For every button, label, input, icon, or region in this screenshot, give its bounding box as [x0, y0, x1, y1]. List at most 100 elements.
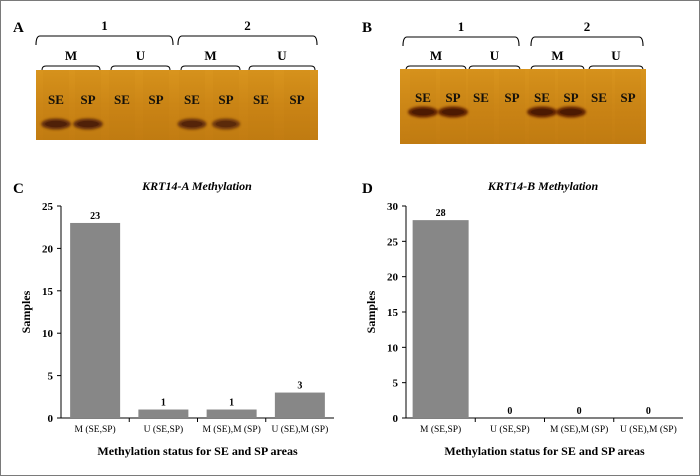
x-category-label: U (SE,SP)	[144, 424, 184, 435]
group-label: 1	[101, 18, 108, 33]
gel-band-core	[45, 120, 67, 128]
x-category-label: U (SE,SP)	[490, 424, 530, 435]
group-bracket	[177, 35, 318, 46]
x-category-label: M (SE,SP)	[75, 424, 116, 435]
chart-title: KRT14-A Methylation	[141, 179, 252, 193]
condition-label: M	[551, 48, 563, 63]
y-tick-label: 25	[42, 201, 54, 213]
lane-label: SP	[80, 92, 95, 107]
bar-value-label: 3	[297, 381, 302, 392]
group-label: 2	[244, 18, 251, 33]
group-bracket	[35, 35, 174, 46]
chart-krt14-b: KRT14-B Methylation 0 5 10 15 20 25 30 Samples 28…	[364, 179, 683, 458]
group-label: 2	[584, 19, 591, 34]
lane-label: SE	[114, 92, 130, 107]
x-category-label: U (SE),M (SP)	[272, 424, 329, 435]
condition-label: U	[277, 48, 287, 63]
lane-label: SE	[48, 92, 64, 107]
y-axis-title: Samples	[364, 290, 378, 333]
condition-label: M	[430, 48, 442, 63]
lane-label: SE	[591, 90, 607, 105]
x-category-label: M (SE,SP)	[420, 424, 461, 435]
lane-label: SP	[504, 90, 519, 105]
gel-band-core	[442, 108, 464, 116]
panel-letter-c: C	[13, 181, 24, 197]
gel-lane	[499, 69, 525, 144]
y-tick-label: 20	[42, 243, 54, 255]
bar	[412, 220, 469, 418]
group-bracket	[530, 36, 644, 47]
gel-band	[211, 118, 241, 130]
y-tick-label: 30	[387, 201, 399, 213]
gel-image	[400, 69, 646, 144]
group-bracket	[402, 36, 520, 47]
x-category-label: M (SE),M (SP)	[550, 424, 608, 435]
lane-label: SP	[445, 90, 460, 105]
y-tick-label: 5	[48, 371, 54, 383]
gel-band	[177, 118, 207, 130]
bar	[138, 409, 189, 418]
gel-band-core	[560, 108, 582, 116]
condition-bracket	[110, 65, 171, 71]
y-tick-label: 0	[393, 413, 399, 425]
y-tick-label: 20	[387, 272, 399, 284]
y-axis-title: Samples	[19, 290, 33, 333]
condition-bracket	[248, 65, 316, 71]
chart-krt14-a: KRT14-A Methylation 0 5 10 15 20 25 Samples 23 M …	[19, 179, 334, 458]
condition-bracket	[41, 65, 101, 71]
bar	[70, 222, 121, 418]
y-tick-label: 10	[42, 328, 54, 340]
lane-label: SP	[218, 92, 233, 107]
gel-lane	[143, 70, 169, 140]
lane-label: SP	[563, 90, 578, 105]
y-tick-label: 15	[42, 286, 54, 298]
x-category-label: M (SE),M (SP)	[202, 424, 260, 435]
lane-label: SE	[534, 90, 550, 105]
condition-label: M	[65, 48, 77, 63]
gel-panel-a: 1 2 M U M U SE SP SE SP SE SP SE SP	[35, 18, 318, 140]
condition-label: U	[136, 48, 146, 63]
gel-lane	[284, 70, 310, 140]
gel-band-core	[531, 108, 553, 116]
gel-lane	[615, 69, 641, 144]
gel-lane	[468, 69, 494, 144]
gel-band-core	[77, 120, 99, 128]
gel-band	[41, 118, 71, 130]
lane-label: SP	[289, 92, 304, 107]
gel-band	[73, 118, 103, 130]
condition-bracket	[468, 65, 521, 71]
gel-band-core	[215, 120, 237, 128]
panel-letter-b: B	[362, 20, 372, 36]
x-axis-title: Methylation status for SE and SP areas	[444, 444, 645, 458]
condition-label: U	[611, 48, 621, 63]
gel-panel-b: 1 2 M U M U SE SP SE SP SE SP SE SP	[400, 19, 646, 144]
lane-label: SE	[415, 90, 431, 105]
bar-value-label: 0	[646, 406, 651, 417]
x-axis-title: Methylation status for SE and SP areas	[97, 444, 298, 458]
condition-bracket	[588, 65, 644, 71]
gel-lane	[109, 70, 135, 140]
lane-label: SP	[148, 92, 163, 107]
y-tick-label: 25	[387, 236, 399, 248]
bar-value-label: 1	[161, 398, 166, 409]
bar	[206, 409, 257, 418]
chart-title: KRT14-B Methylation	[487, 179, 599, 193]
gel-band-core	[412, 108, 434, 116]
bar-value-label: 28	[436, 208, 446, 219]
bar-value-label: 0	[507, 406, 512, 417]
lane-label: SE	[184, 92, 200, 107]
y-tick-label: 10	[387, 342, 399, 354]
lane-label: SE	[253, 92, 269, 107]
x-category-label: U (SE),M (SP)	[620, 424, 677, 435]
condition-bracket	[405, 65, 467, 71]
bar	[274, 392, 325, 418]
lane-label: SE	[473, 90, 489, 105]
bar-value-label: 1	[229, 398, 234, 409]
gel-lane	[248, 70, 274, 140]
condition-bracket	[180, 65, 241, 71]
panel-letter-a: A	[13, 20, 24, 36]
panel-letter-d: D	[362, 181, 373, 197]
condition-bracket	[530, 65, 585, 71]
y-tick-label: 0	[48, 413, 54, 425]
